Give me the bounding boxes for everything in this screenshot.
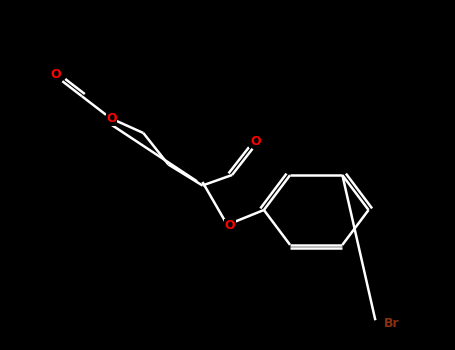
Text: O: O [106, 112, 117, 126]
Text: Br: Br [384, 317, 399, 330]
Text: O: O [51, 68, 61, 81]
Text: O: O [224, 219, 235, 232]
Text: O: O [250, 134, 261, 148]
